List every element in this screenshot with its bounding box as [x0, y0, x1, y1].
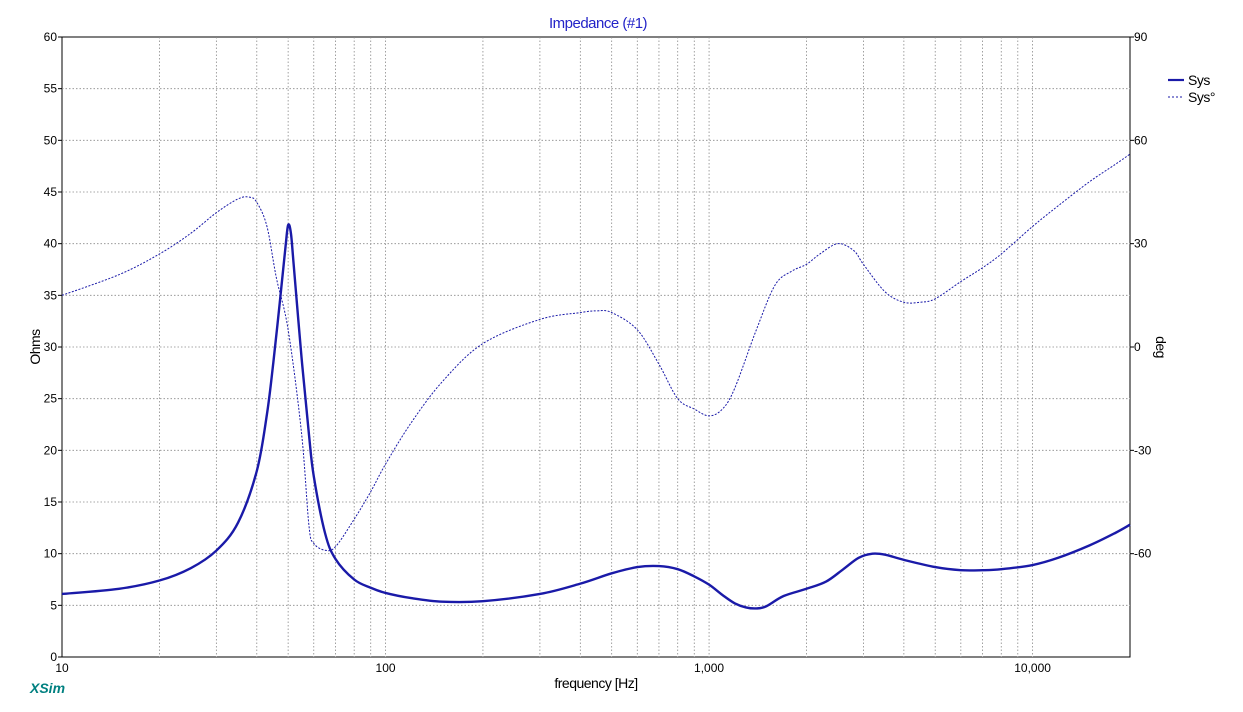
xsim-logo: XSim	[29, 680, 65, 696]
x-axis-label: frequency [Hz]	[554, 675, 637, 691]
x-tick-label: 10	[55, 661, 69, 675]
y-tick-label: 50	[44, 133, 58, 147]
y-tick-label: 55	[44, 82, 58, 96]
y2-tick-label: -30	[1134, 443, 1152, 457]
y2-axis-label: deg	[1153, 336, 1169, 358]
grid	[62, 37, 1130, 657]
y-axis-label: Ohms	[27, 329, 43, 365]
y2-tick-label: 0	[1134, 340, 1141, 354]
x-tick-label: 100	[376, 661, 396, 675]
y2-tick-label: 60	[1134, 133, 1148, 147]
y-tick-label: 15	[44, 495, 58, 509]
y2-tick-label: -60	[1134, 547, 1152, 561]
y-tick-label: 45	[44, 185, 58, 199]
y-tick-label: 40	[44, 237, 58, 251]
y-tick-label: 5	[50, 598, 57, 612]
series-group	[61, 153, 1131, 610]
y-tick-label: 60	[44, 30, 58, 44]
y-tick-label: 10	[44, 547, 58, 561]
y2-tick-label: 90	[1134, 30, 1148, 44]
y-tick-label: 35	[44, 288, 58, 302]
tick-labels: 0 5 10 15 20 25 30 35 40 45 50 55 60 -60 -30 0 30 60 90 10 1…	[44, 30, 1152, 675]
y2-tick-label: 30	[1134, 237, 1148, 251]
y-tick-label: 25	[44, 392, 58, 406]
y-tick-label: 0	[50, 650, 57, 664]
series-line-sys-phase	[61, 153, 1131, 552]
legend: Sys Sys°	[1168, 72, 1215, 105]
legend-label-sys: Sys	[1188, 72, 1210, 88]
chart-title: Impedance (#1)	[549, 15, 648, 32]
x-tick-label: 1,000	[694, 661, 724, 675]
legend-label-sys-deg: Sys°	[1188, 89, 1215, 105]
y-tick-label: 20	[44, 443, 58, 457]
series-line-sys	[61, 223, 1131, 610]
y-tick-label: 30	[44, 340, 58, 354]
x-tick-label: 10,000	[1014, 661, 1051, 675]
